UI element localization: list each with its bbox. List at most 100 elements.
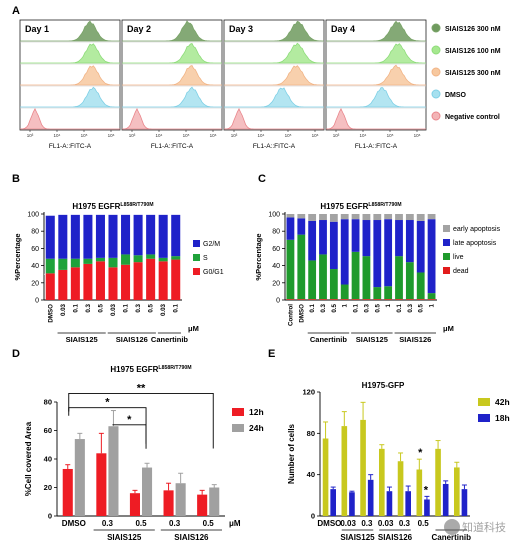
bar-segment [297, 214, 306, 219]
bar [341, 426, 348, 516]
x-tick-label: 0.03 [110, 303, 117, 316]
bar-segment [395, 256, 403, 300]
legend-label: 12h [249, 407, 264, 417]
histogram-curve [326, 43, 426, 64]
bar-segment [416, 220, 425, 273]
bar-segment [427, 219, 436, 294]
histogram-curve [20, 20, 120, 42]
x-tick-label: 0.03 [60, 303, 67, 316]
y-tick-label: 60 [272, 246, 280, 253]
bar-segment [286, 299, 295, 300]
bar [416, 469, 423, 516]
x-tick-label: 0.5 [148, 303, 155, 312]
bar-segment [171, 259, 181, 300]
chart-title: H1975-GFP [362, 381, 405, 390]
x-tick-label: 10³ [129, 133, 136, 138]
chart-title: H1975 EGFRL858R/T790M [72, 202, 153, 211]
legend-label: Negative control [445, 114, 500, 121]
panel-label-a: A [12, 5, 20, 17]
bar [197, 494, 208, 516]
x-tick-label: 10³ [231, 133, 238, 138]
bar-segment [83, 214, 93, 259]
y-tick-label: 0 [35, 298, 39, 305]
x-tick-label: 10³ [333, 133, 340, 138]
bar-segment [373, 287, 382, 300]
x-tick-label: 0.03 [340, 519, 356, 528]
legend-label: SIAIS125 300 nM [445, 70, 501, 77]
bar-segment [319, 220, 327, 255]
y-tick-label: 20 [31, 280, 39, 287]
y-tick-label: 80 [44, 398, 52, 407]
y-tick-label: 80 [31, 229, 39, 236]
x-tick-label: 10⁶ [210, 133, 217, 138]
legend-label: SIAIS126 100 nM [445, 48, 501, 55]
x-tick-label: 0.3 [85, 303, 92, 312]
bar [435, 448, 441, 516]
histogram-curve [122, 65, 222, 86]
significance-label: * [418, 447, 423, 459]
y-tick-label: 80 [272, 229, 280, 236]
bar-segment [146, 214, 156, 255]
x-tick-label: 10⁴ [360, 133, 367, 138]
bar-segment [121, 254, 131, 265]
bar-segment [308, 214, 317, 221]
group-label: SIAIS125 [66, 335, 98, 344]
y-tick-label: 60 [44, 426, 52, 435]
legend-label: G0/G1 [203, 269, 224, 276]
bar-segment [286, 217, 295, 240]
histogram-curve [224, 42, 324, 64]
bar-segment [133, 255, 143, 263]
group-label: Canertinib [151, 335, 189, 344]
significance-bracket [112, 424, 147, 449]
x-tick-label: 0.3 [169, 519, 181, 528]
bar-segment [108, 214, 118, 258]
bar-segment [83, 258, 93, 264]
histogram-curve [223, 108, 324, 130]
x-tick-label: 10⁶ [108, 133, 115, 138]
bar-segment [133, 214, 143, 256]
chart-title: H1975 EGFRL858R/T790M [110, 365, 191, 374]
x-tick-label: 0.3 [363, 303, 370, 312]
bar-segment [133, 262, 143, 300]
bar-segment [45, 215, 55, 259]
histogram-curve [122, 43, 222, 64]
bar [442, 483, 449, 516]
bar-segment [158, 257, 168, 262]
y-tick-label: 20 [44, 483, 52, 492]
x-tick-label: 0.5 [203, 519, 215, 528]
bar-segment [351, 251, 360, 300]
x-tick-label: Control [287, 304, 294, 326]
x-tick-label: 0.03 [378, 519, 394, 528]
legend-swatch [193, 240, 200, 247]
legend-swatch [443, 253, 450, 260]
histogram-curve [20, 65, 120, 86]
y-tick-label: 40 [272, 263, 280, 270]
bar-segment [297, 234, 306, 300]
x-tick-label: 0.3 [361, 519, 373, 528]
significance-label: * [424, 484, 429, 496]
legend-swatch [443, 225, 450, 232]
bar-segment [158, 214, 168, 258]
group-label: SIAIS126 [399, 335, 431, 344]
legend-swatch [193, 268, 200, 275]
bar [330, 489, 336, 516]
bar-segment [362, 299, 371, 300]
y-axis-label: %Percentage [13, 233, 22, 280]
bar-segment [405, 220, 414, 263]
bar-segment [329, 214, 338, 222]
histogram-curve [224, 87, 324, 108]
histogram-curve [122, 86, 222, 108]
y-tick-label: 100 [27, 212, 39, 219]
bar-segment [362, 220, 371, 257]
significance-label: * [127, 414, 132, 426]
histogram-curve [326, 64, 426, 86]
bar-segment [395, 299, 403, 300]
bar-segment [395, 214, 403, 221]
x-tick-label: 0.1 [123, 303, 130, 312]
x-tick-label: 0.1 [396, 303, 403, 312]
bar-segment [158, 261, 168, 300]
x-tick-label: 10³ [27, 133, 34, 138]
chart-title: H1975 EGFRL858R/T790M [320, 202, 401, 211]
